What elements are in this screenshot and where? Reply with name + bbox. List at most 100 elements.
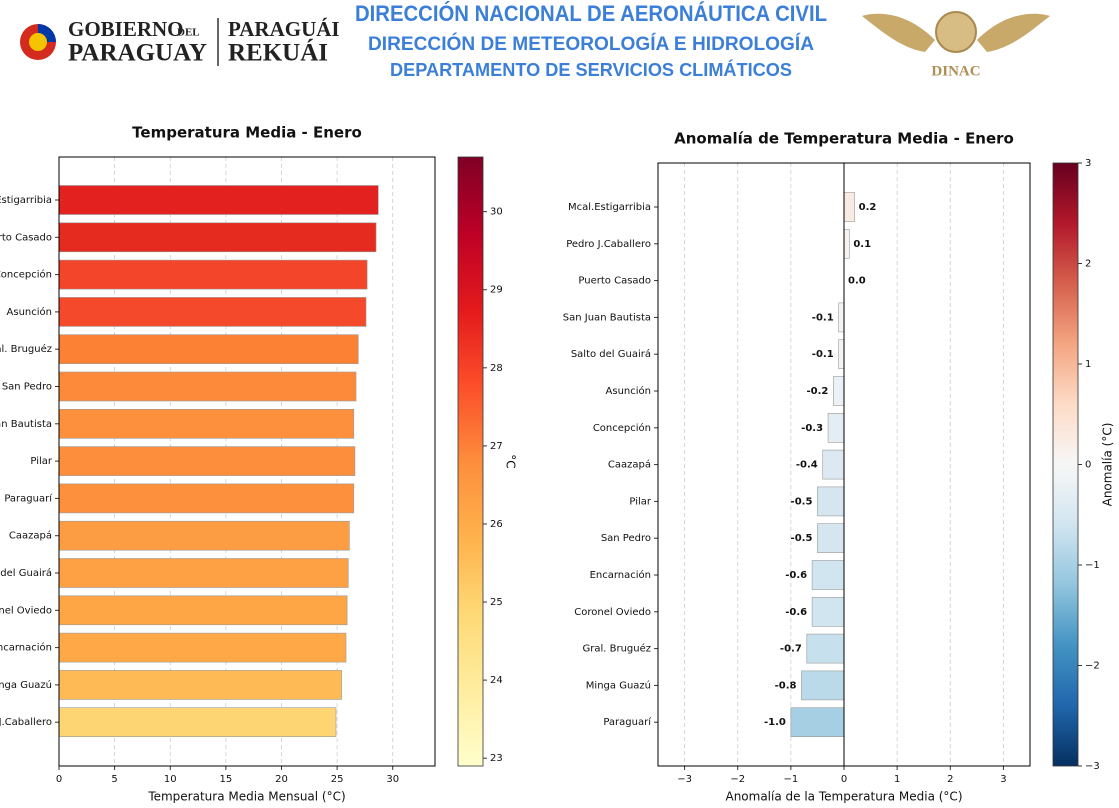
y-tick-label: Encarnación xyxy=(590,569,651,581)
colorbar-tick-label: −1 xyxy=(1085,560,1100,571)
value-label: -0.5 xyxy=(791,496,813,507)
bar xyxy=(806,633,845,664)
y-tick-label: Coronel Oviedo xyxy=(0,605,52,616)
x-axis-label: Anomalía de la Temperatura Media (°C) xyxy=(725,790,962,804)
emblem xyxy=(935,11,977,53)
colorbar-tick-label: 29 xyxy=(490,285,503,296)
y-tick-label: Concepción xyxy=(0,269,52,281)
chart-title: Temperatura Media - Enero xyxy=(132,124,362,142)
bar xyxy=(58,632,347,663)
y-tick-label: Gral. Bruguéz xyxy=(582,643,651,655)
bar xyxy=(790,707,845,738)
y-tick-label: Caazapá xyxy=(608,459,651,471)
gov-text: PARAGUÁI xyxy=(228,17,340,41)
x-tick-label: 20 xyxy=(275,774,288,785)
y-tick-label: San Juan Bautista xyxy=(0,419,52,430)
bar xyxy=(58,408,355,439)
bar xyxy=(58,446,356,476)
bar xyxy=(58,185,379,215)
bar xyxy=(58,595,348,626)
y-tick-label: Pedro J.Caballero xyxy=(0,717,52,728)
y-tick-label: Gral. Bruguéz xyxy=(0,343,52,355)
gov-text: PARAGUAY xyxy=(68,40,207,67)
bar xyxy=(822,449,845,480)
y-tick-label: Salto del Guairá xyxy=(0,567,52,579)
y-tick-label: Puerto Casado xyxy=(0,232,52,243)
y-tick-label: Puerto Casado xyxy=(578,276,651,287)
bar xyxy=(843,192,855,222)
y-tick-label: Concepción xyxy=(593,422,651,434)
y-tick-label: Coronel Oviedo xyxy=(574,607,651,618)
colorbar xyxy=(1052,162,1079,767)
colorbar-label: °C xyxy=(504,454,518,468)
x-tick-label: −3 xyxy=(677,774,692,785)
axes-frame xyxy=(657,162,1031,767)
y-tick-label: Asunción xyxy=(606,385,651,397)
gov-text: GOBIERNO xyxy=(68,17,184,41)
colorbar-tick-label: −2 xyxy=(1085,661,1100,672)
x-tick-label: −1 xyxy=(783,774,798,785)
gov-text: DEL xyxy=(177,27,200,39)
y-tick-label: Asunción xyxy=(7,306,52,318)
colorbar-tick-label: 26 xyxy=(490,519,503,530)
value-label: -0.1 xyxy=(812,312,834,323)
colorbar-tick-label: 27 xyxy=(490,441,503,452)
value-label: -0.6 xyxy=(785,570,807,581)
colorbar-tick-label: 28 xyxy=(490,363,503,374)
bar xyxy=(58,558,349,588)
y-tick-label: San Pedro xyxy=(601,533,651,544)
header-title: DEPARTAMENTO DE SERVICIOS CLIMÁTICOS xyxy=(390,59,792,80)
bar xyxy=(58,670,342,700)
x-axis-label: Temperatura Media Mensual (°C) xyxy=(147,790,345,804)
bar xyxy=(58,707,337,738)
y-tick-label: Minga Guazú xyxy=(0,679,52,691)
bar xyxy=(801,670,845,701)
colorbar-tick-label: −3 xyxy=(1085,761,1100,772)
x-tick-label: 10 xyxy=(164,774,177,785)
header-title: DIRECCIÓN DE METEOROLOGÍA E HIDROLOGÍA xyxy=(368,33,814,55)
bar xyxy=(58,222,377,253)
y-tick-label: Pilar xyxy=(629,496,651,507)
value-label: -0.2 xyxy=(806,386,828,397)
wing xyxy=(862,13,935,52)
bar xyxy=(838,339,845,370)
value-label: -1.0 xyxy=(764,717,786,728)
bar xyxy=(833,376,845,406)
y-tick-label: Minga Guazú xyxy=(586,679,651,691)
x-tick-label: 3 xyxy=(1000,774,1006,785)
value-label: 0.2 xyxy=(859,202,877,213)
colorbar-tick-label: 1 xyxy=(1085,359,1091,370)
x-tick-label: 30 xyxy=(386,774,399,785)
x-tick-label: 1 xyxy=(894,774,900,785)
bar xyxy=(827,412,845,443)
gov-text: REKUÁI xyxy=(228,39,328,67)
value-label: -0.1 xyxy=(812,349,834,360)
bar xyxy=(811,596,845,627)
header-title: DIRECCIÓN NACIONAL DE AERONÁUTICA CIVIL xyxy=(355,1,827,26)
dinac-text: DINAC xyxy=(931,63,980,79)
colorbar-tick-label: 2 xyxy=(1085,259,1091,270)
bar xyxy=(58,371,357,402)
value-label: 0.0 xyxy=(848,276,866,287)
y-tick-label: Encarnación xyxy=(0,642,52,654)
x-tick-label: 5 xyxy=(111,774,117,785)
bar xyxy=(817,523,845,554)
x-tick-label: 0 xyxy=(841,774,847,785)
colorbar-label: Anomalía (°C) xyxy=(1101,423,1115,507)
y-tick-label: Salto del Guairá xyxy=(571,348,651,360)
bar xyxy=(58,297,367,327)
y-tick-label: Pedro J.Caballero xyxy=(566,239,651,250)
bar xyxy=(817,486,845,517)
colorbar-tick-label: 0 xyxy=(1085,460,1091,471)
y-tick-label: Mcal.Estigarribia xyxy=(568,202,651,213)
wing xyxy=(977,13,1050,52)
value-label: -0.4 xyxy=(796,460,818,471)
value-label: -0.5 xyxy=(791,533,813,544)
bar xyxy=(811,560,845,590)
colorbar-tick-label: 23 xyxy=(490,753,503,764)
bar xyxy=(58,520,350,551)
y-tick-label: Mcal.Estigarribia xyxy=(0,195,52,206)
chart-title: Anomalía de Temperatura Media - Enero xyxy=(674,130,1014,148)
y-tick-label: Paraguarí xyxy=(4,492,53,504)
